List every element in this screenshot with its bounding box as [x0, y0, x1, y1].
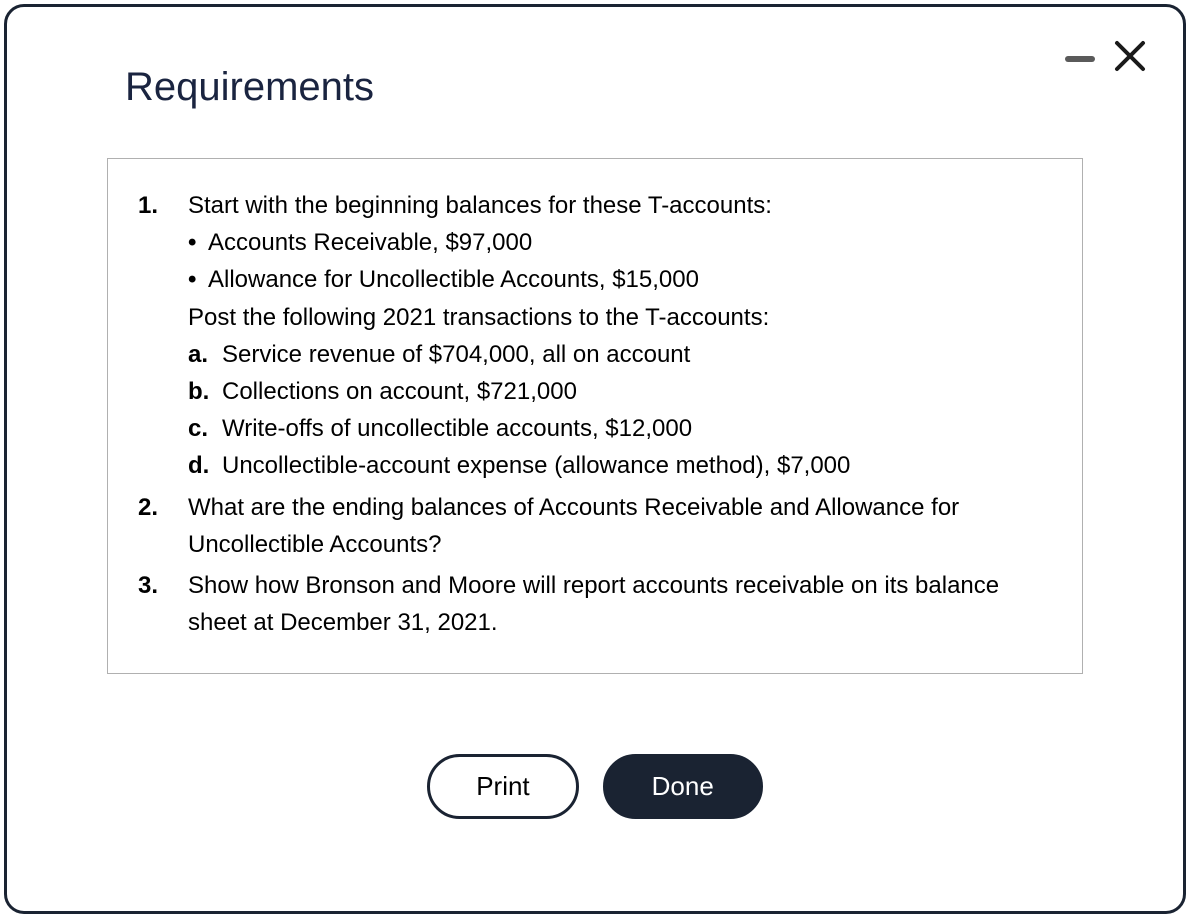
- window-controls: [1065, 39, 1147, 78]
- requirement-1-subitems: Service revenue of $704,000, all on acco…: [188, 336, 1052, 485]
- bullet-item: Allowance for Uncollectible Accounts, $1…: [188, 261, 1052, 298]
- subitem: Write-offs of uncollectible accounts, $1…: [188, 410, 1052, 447]
- requirement-1-intro: Start with the beginning balances for th…: [188, 192, 772, 219]
- requirement-1: Start with the beginning balances for th…: [138, 187, 1052, 485]
- button-row: Print Done: [57, 754, 1133, 819]
- requirement-3: Show how Bronson and Moore will report a…: [138, 567, 1052, 641]
- close-icon[interactable]: [1113, 39, 1147, 78]
- dialog-header: Requirements: [57, 47, 1133, 110]
- requirement-1-post-text: Post the following 2021 transactions to …: [188, 299, 1052, 336]
- requirements-list: Start with the beginning balances for th…: [138, 187, 1052, 641]
- requirement-2-text: What are the ending balances of Accounts…: [188, 494, 959, 558]
- minimize-icon[interactable]: [1065, 56, 1095, 62]
- dialog-title: Requirements: [125, 65, 374, 110]
- print-button[interactable]: Print: [427, 754, 578, 819]
- done-button[interactable]: Done: [603, 754, 763, 819]
- bullet-item: Accounts Receivable, $97,000: [188, 224, 1052, 261]
- requirement-3-text: Show how Bronson and Moore will report a…: [188, 572, 999, 636]
- subitem: Collections on account, $721,000: [188, 373, 1052, 410]
- requirement-1-bullets: Accounts Receivable, $97,000 Allowance f…: [188, 224, 1052, 298]
- requirements-dialog: Requirements Start with the beginning ba…: [4, 4, 1186, 914]
- requirement-2: What are the ending balances of Accounts…: [138, 489, 1052, 563]
- subitem: Uncollectible-account expense (allowance…: [188, 447, 1052, 484]
- requirements-content: Start with the beginning balances for th…: [107, 158, 1083, 674]
- subitem: Service revenue of $704,000, all on acco…: [188, 336, 1052, 373]
